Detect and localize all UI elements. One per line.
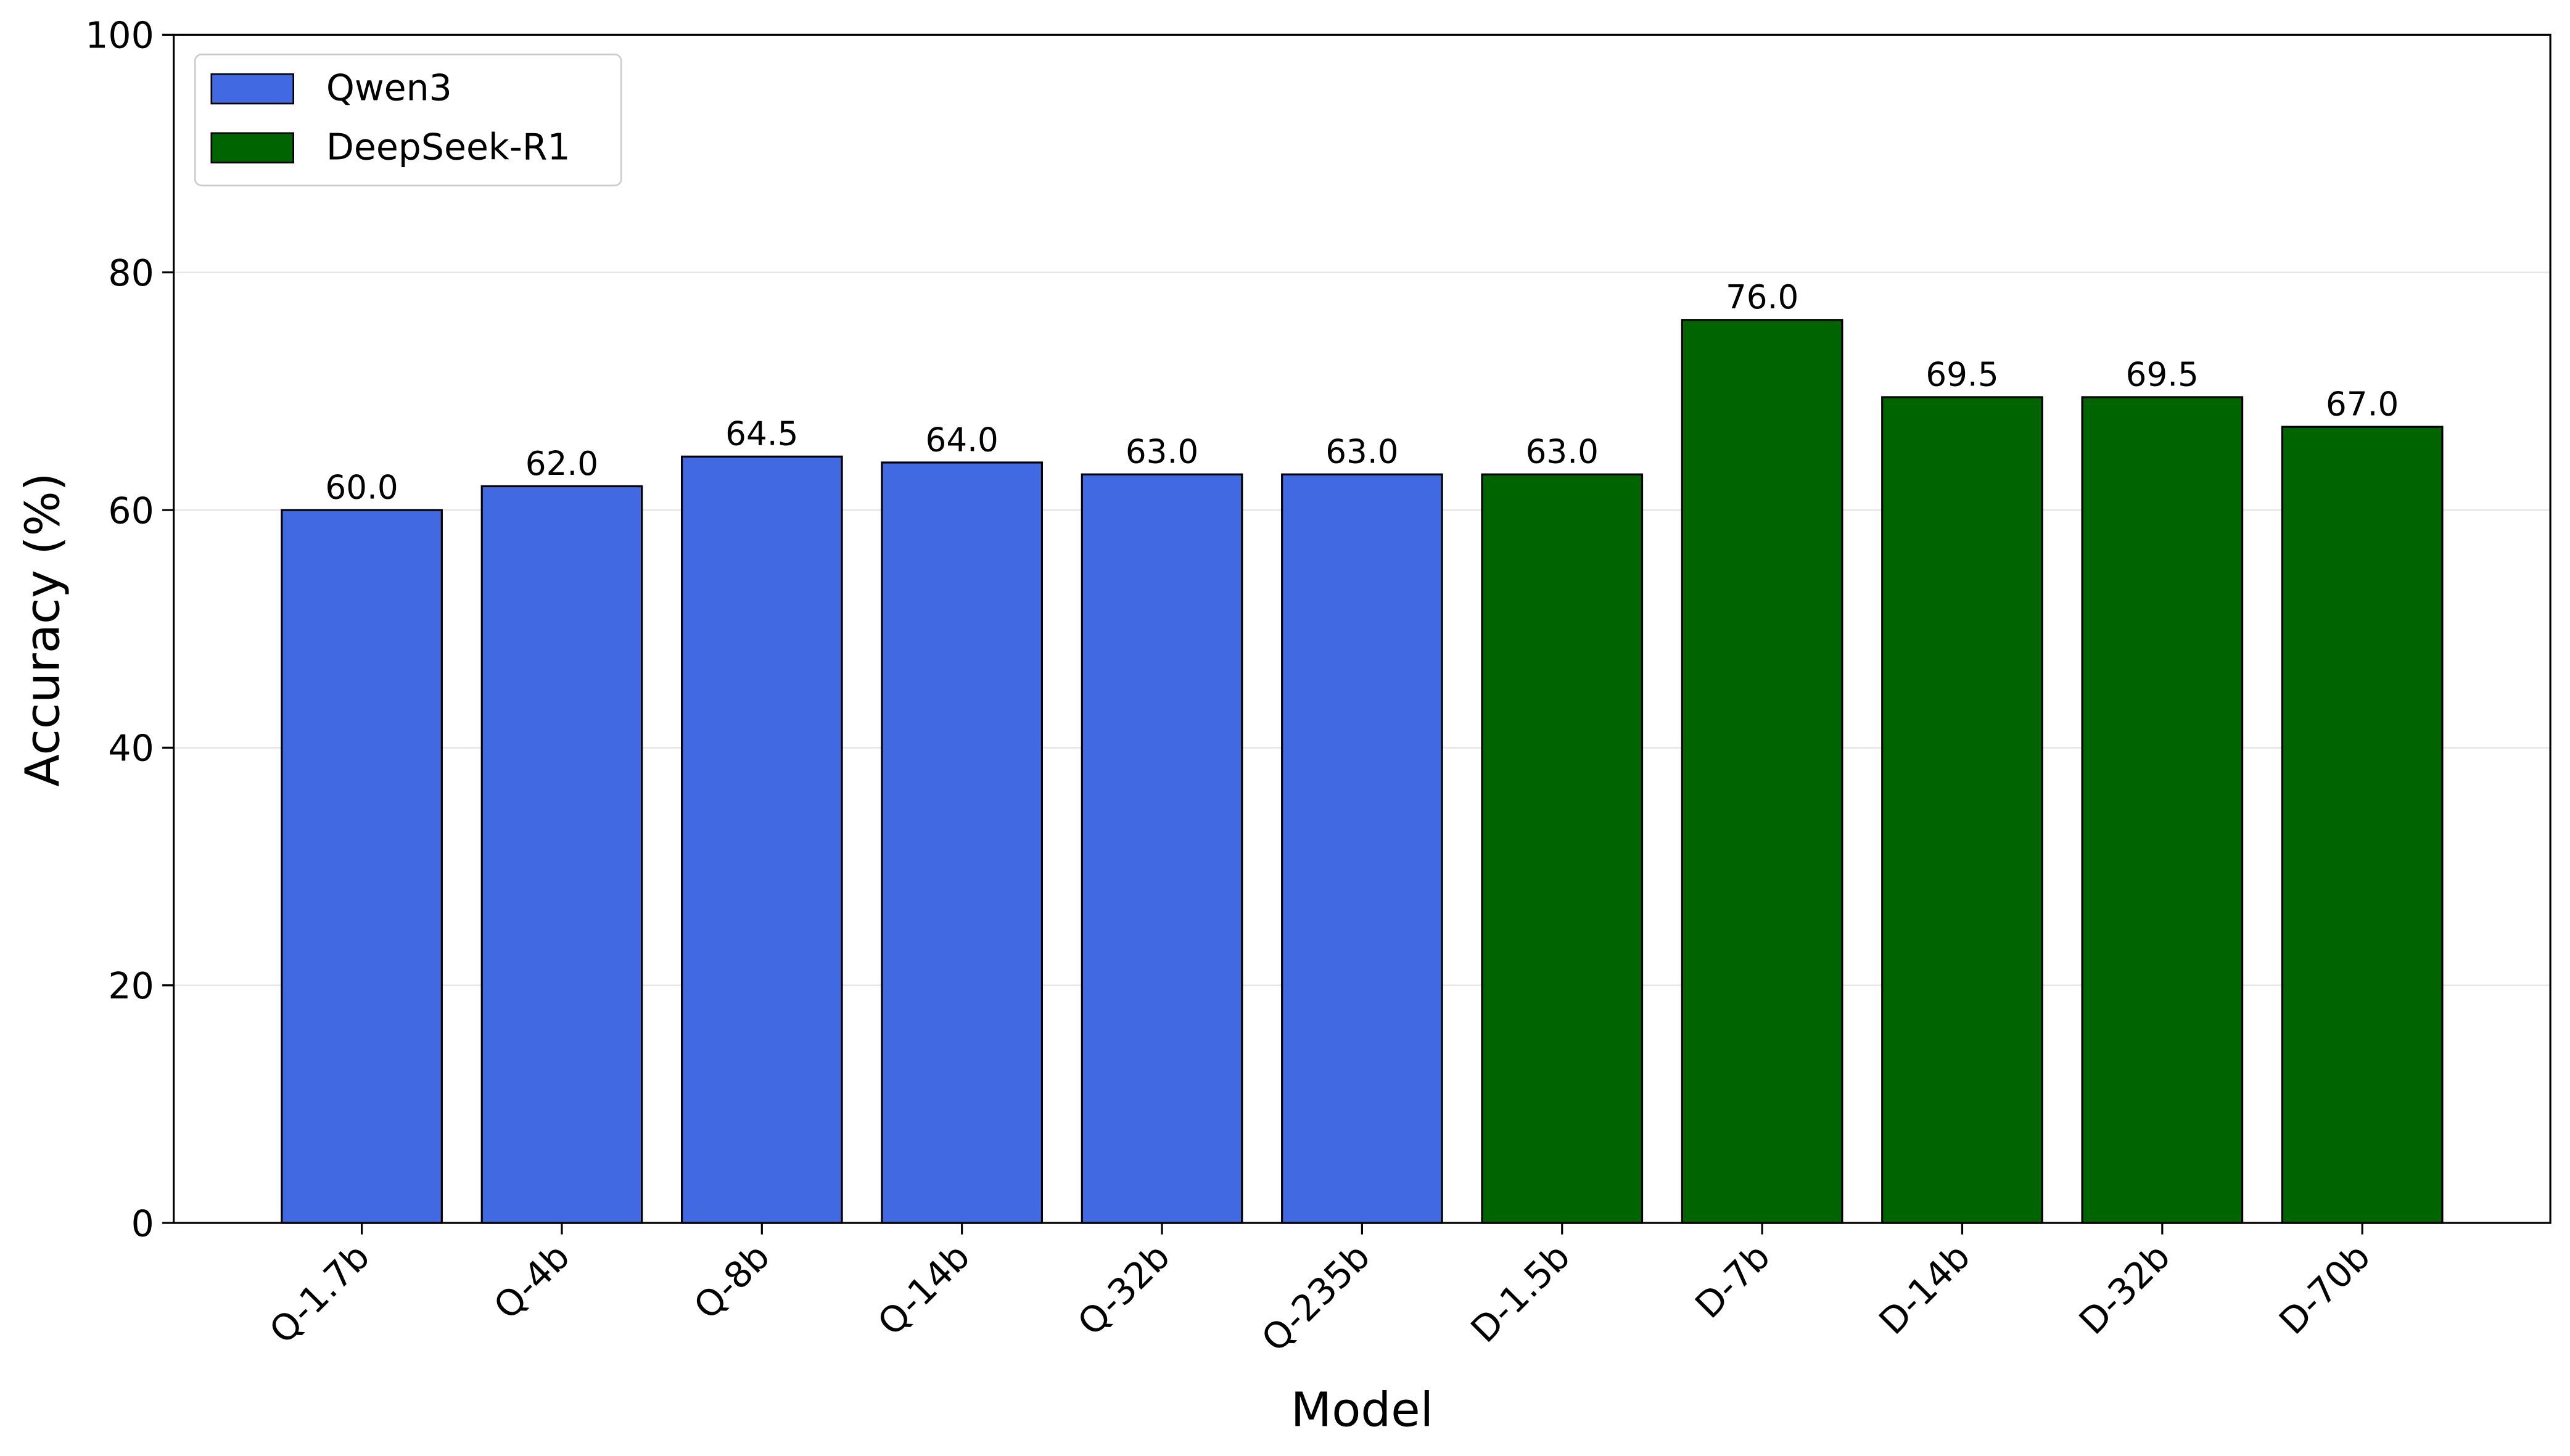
bar: [680, 455, 843, 1224]
legend-label: Qwen3: [326, 67, 452, 109]
y-tick-label: 60: [108, 490, 154, 532]
value-label: 60.0: [325, 468, 398, 506]
value-label: 76.0: [1726, 278, 1798, 316]
bar: [1881, 396, 2043, 1224]
value-label: 63.0: [1526, 433, 1599, 471]
bar: [480, 485, 643, 1224]
bar: [1681, 319, 1843, 1224]
y-tick-label: 100: [85, 15, 154, 57]
bar: [1481, 473, 1644, 1224]
y-tick-label: 40: [108, 728, 154, 770]
y-tick-label: 80: [108, 252, 154, 294]
bar: [2081, 396, 2244, 1224]
value-label: 67.0: [2326, 385, 2399, 424]
value-label: 62.0: [525, 445, 598, 483]
axes-frame: [173, 33, 2551, 1224]
bar: [2281, 426, 2444, 1224]
legend-box: [194, 53, 622, 187]
legend-swatch: [210, 132, 295, 163]
value-label: 63.0: [1325, 433, 1398, 471]
legend: Qwen3 DeepSeek-R1: [194, 53, 622, 187]
y-tick-label: 0: [131, 1203, 154, 1244]
value-label: 69.5: [1925, 355, 1998, 393]
value-label: 64.5: [725, 415, 798, 453]
bar: [281, 509, 443, 1224]
value-label: 69.5: [2126, 355, 2199, 393]
legend-swatch: [210, 73, 295, 105]
value-label: 63.0: [1126, 433, 1198, 471]
bar: [881, 461, 1044, 1224]
bar: [1281, 473, 1443, 1224]
y-axis-label: Accuracy (%): [15, 472, 71, 787]
legend-label: DeepSeek-R1: [326, 126, 570, 168]
value-label: 64.0: [926, 421, 999, 459]
x-axis-label: Model: [1291, 1383, 1433, 1438]
y-tick-label: 20: [108, 965, 154, 1007]
bar: [1081, 473, 1243, 1224]
